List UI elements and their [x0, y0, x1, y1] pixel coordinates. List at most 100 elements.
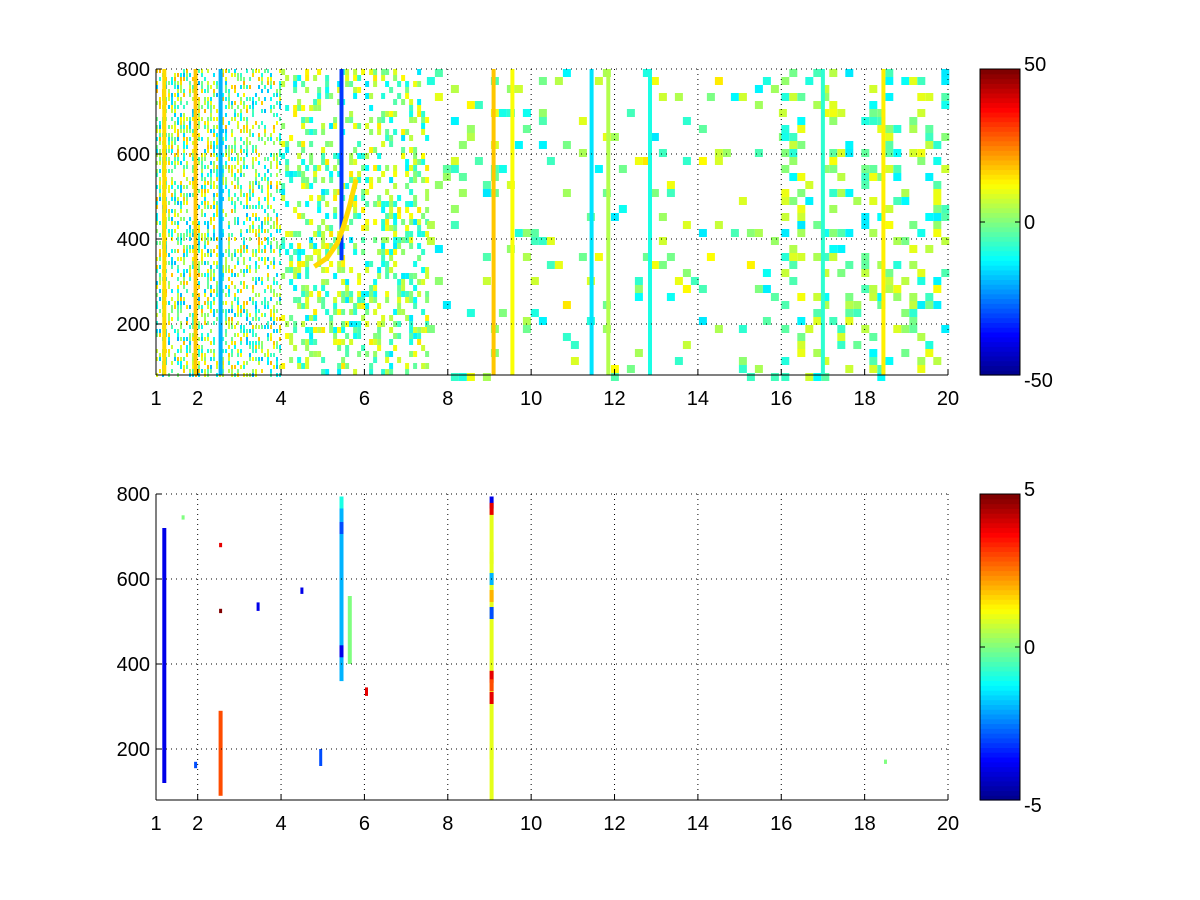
heatmap-cell: [270, 249, 272, 253]
heatmap-cell: [369, 183, 374, 189]
heatmap-cell: [276, 365, 278, 369]
heatmap-cell: [650, 189, 659, 197]
heatmap-cell: [189, 81, 191, 85]
heatmap-cell: [276, 165, 278, 169]
heatmap-cell: [413, 117, 418, 123]
heatmap-cell: [381, 141, 386, 147]
heatmap-cell: [198, 237, 200, 241]
heatmap-cell: [305, 129, 310, 135]
heatmap-cell: [925, 301, 934, 309]
heatmap-cell: [261, 137, 263, 141]
heatmap-cell: [626, 365, 635, 373]
heatmap-cell: [417, 111, 422, 117]
heatmap-cell: [177, 337, 179, 341]
heatmap-cell: [276, 345, 278, 349]
heatmap-cell: [231, 165, 233, 169]
heatmap-cell: [813, 349, 822, 357]
heatmap-cell: [204, 301, 206, 305]
heatmap-cell: [369, 93, 374, 99]
heatmap-cell: [941, 133, 950, 141]
heatmap-cell: [159, 193, 161, 197]
heatmap-cell: [261, 281, 263, 285]
heatmap-cell: [198, 221, 200, 225]
heatmap-cell: [397, 243, 402, 249]
colorbar-swatch: [980, 603, 1020, 610]
heatmap-cell: [389, 339, 394, 345]
heatmap-cell: [373, 279, 378, 285]
heatmap-cell: [177, 105, 179, 109]
heatmap-cell: [174, 193, 176, 197]
heatmap-cell: [234, 201, 236, 205]
heatmap-cell: [489, 692, 494, 704]
heatmap-cell: [341, 291, 346, 297]
heatmap-cell: [189, 345, 191, 349]
heatmap-cell: [228, 289, 230, 293]
colorbar-swatch: [980, 513, 1020, 519]
heatmap-cell: [345, 285, 350, 291]
heatmap-cell: [210, 109, 212, 113]
heatmap-cell: [183, 201, 185, 205]
heatmap-cell: [281, 195, 286, 201]
heatmap-cell: [201, 337, 203, 341]
colorbar-swatch: [980, 150, 1020, 156]
heatmap-cell: [240, 109, 242, 113]
heatmap-cell: [225, 153, 227, 157]
heatmap-cell: [198, 265, 200, 269]
heatmap-cell: [666, 253, 675, 261]
colorbar-swatch: [980, 140, 1020, 147]
heatmap-cell: [237, 289, 239, 293]
heatmap-cell: [216, 137, 218, 141]
heatmap-cell: [674, 277, 683, 285]
colorbar-swatch: [980, 331, 1020, 338]
heatmap-cell: [805, 77, 814, 85]
heatmap-cell: [261, 225, 263, 229]
heatmap-cell: [276, 301, 278, 305]
heatmap-cell: [177, 145, 179, 149]
heatmap-cell: [201, 73, 203, 77]
heatmap-cell: [186, 197, 188, 201]
heatmap-cell: [201, 193, 203, 197]
heatmap-cell: [279, 329, 281, 333]
heatmap-cell: [405, 237, 410, 243]
heatmap-cell: [183, 261, 185, 265]
heatmap-cell: [489, 551, 494, 564]
heatmap-cell: [252, 105, 254, 109]
heatmap-cell: [546, 237, 555, 245]
heatmap-cell: [650, 133, 659, 141]
heatmap-cell: [180, 77, 182, 81]
heatmap-cell: [207, 349, 209, 353]
heatmap-cell: [425, 351, 430, 357]
heatmap-cell: [183, 269, 185, 273]
heatmap-cell: [682, 117, 691, 125]
heatmap-cell: [405, 183, 410, 189]
colorbar-swatch: [980, 680, 1020, 686]
heatmap-cell: [192, 261, 194, 265]
heatmap-cell: [421, 129, 426, 135]
heatmap-cell: [237, 161, 239, 165]
heatmap-cell: [231, 341, 233, 345]
heatmap-cell: [770, 293, 779, 301]
heatmap-cell: [207, 301, 209, 305]
heatmap-cell: [337, 261, 342, 267]
heatmap-cell: [180, 349, 182, 353]
heatmap-cell: [234, 253, 236, 257]
heatmap-cell: [228, 93, 230, 97]
colorbar-swatch: [980, 112, 1020, 118]
heatmap-cell: [192, 97, 194, 101]
heatmap-cell: [177, 97, 179, 101]
heatmap-cell: [389, 255, 394, 261]
heatmap-cell: [255, 169, 257, 173]
heatmap-cell: [401, 273, 406, 279]
heatmap-cell: [183, 185, 185, 189]
heatmap-cell: [925, 125, 934, 133]
heatmap-cell: [222, 361, 224, 365]
heatmap-cell: [159, 157, 161, 161]
heatmap-cell: [385, 297, 390, 303]
heatmap-cell: [941, 205, 950, 213]
heatmap-cell: [156, 321, 158, 325]
colorbar-swatch: [980, 623, 1020, 629]
heatmap-cell: [198, 105, 200, 109]
heatmap-cell: [255, 249, 257, 253]
heatmap-cell: [228, 89, 230, 93]
heatmap-cell: [228, 101, 230, 105]
